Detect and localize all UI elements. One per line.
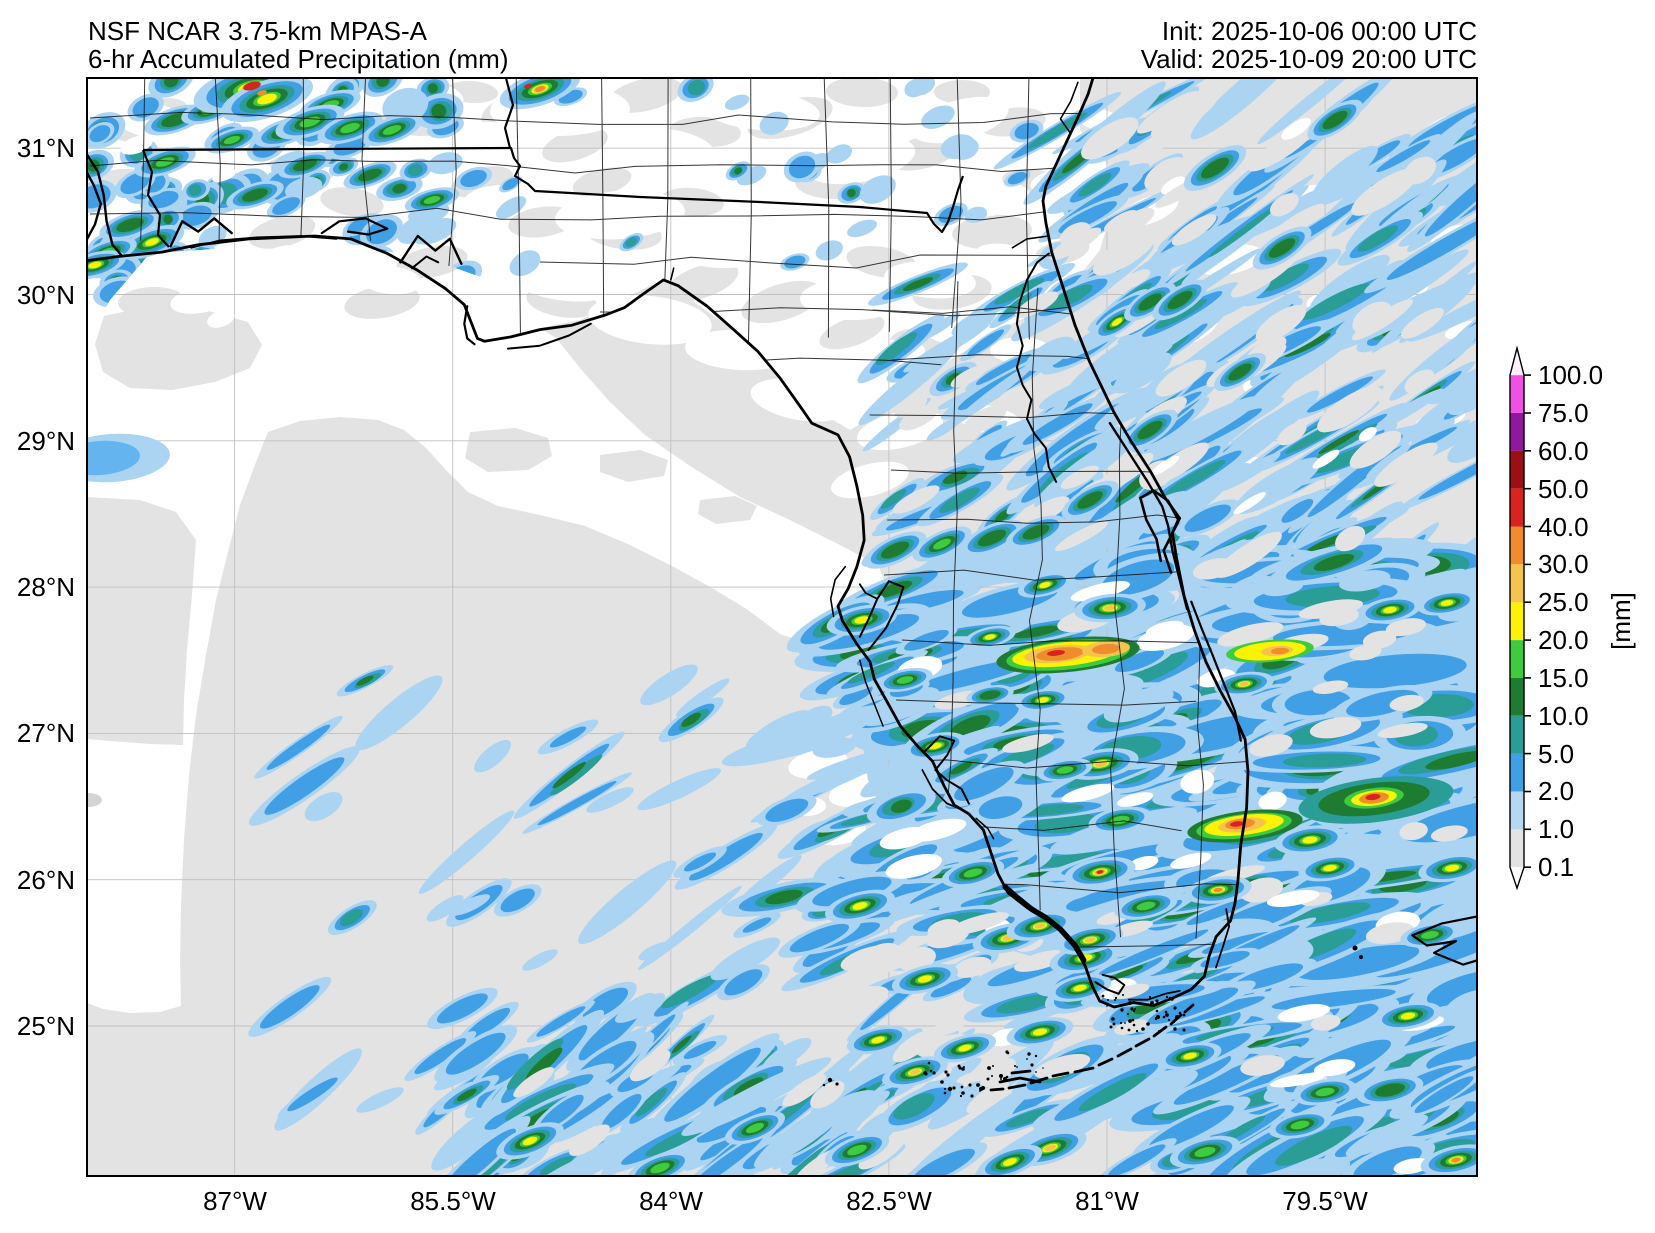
svg-text:0.1: 0.1: [1538, 852, 1574, 882]
svg-text:30.0: 30.0: [1538, 549, 1589, 579]
svg-text:60.0: 60.0: [1538, 436, 1589, 466]
svg-text:75.0: 75.0: [1538, 398, 1589, 428]
svg-text:1.0: 1.0: [1538, 814, 1574, 844]
svg-text:81°W: 81°W: [1075, 1186, 1139, 1216]
svg-text:100.0: 100.0: [1538, 360, 1603, 390]
svg-text:6-hr Accumulated Precipitation: 6-hr Accumulated Precipitation (mm): [88, 44, 508, 74]
svg-text:10.0: 10.0: [1538, 701, 1589, 731]
svg-text:40.0: 40.0: [1538, 512, 1589, 542]
svg-text:31°N: 31°N: [17, 133, 75, 163]
svg-text:[mm]: [mm]: [1606, 592, 1636, 650]
svg-text:27°N: 27°N: [17, 718, 75, 748]
svg-text:79.5°W: 79.5°W: [1282, 1186, 1368, 1216]
svg-text:50.0: 50.0: [1538, 474, 1589, 504]
svg-text:26°N: 26°N: [17, 865, 75, 895]
svg-text:25°N: 25°N: [17, 1011, 75, 1041]
svg-text:30°N: 30°N: [17, 280, 75, 310]
svg-text:25.0: 25.0: [1538, 587, 1589, 617]
svg-text:85.5°W: 85.5°W: [410, 1186, 496, 1216]
svg-text:5.0: 5.0: [1538, 739, 1574, 769]
svg-text:29°N: 29°N: [17, 426, 75, 456]
svg-text:82.5°W: 82.5°W: [846, 1186, 932, 1216]
svg-text:NSF NCAR 3.75-km MPAS-A: NSF NCAR 3.75-km MPAS-A: [88, 16, 428, 46]
svg-text:Valid: 2025-10-09 20:00 UTC: Valid: 2025-10-09 20:00 UTC: [1141, 44, 1477, 74]
svg-text:2.0: 2.0: [1538, 776, 1574, 806]
svg-text:28°N: 28°N: [17, 572, 75, 602]
svg-text:Init: 2025-10-06 00:00 UTC: Init: 2025-10-06 00:00 UTC: [1162, 16, 1477, 46]
svg-text:84°W: 84°W: [639, 1186, 703, 1216]
svg-text:20.0: 20.0: [1538, 625, 1589, 655]
svg-text:87°W: 87°W: [203, 1186, 267, 1216]
svg-text:15.0: 15.0: [1538, 663, 1589, 693]
